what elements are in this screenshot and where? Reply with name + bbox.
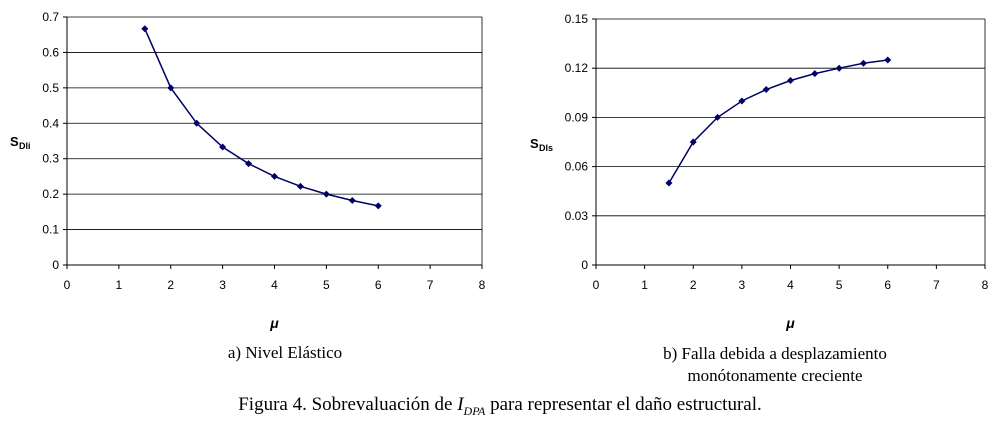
x-tick-label: 4 <box>787 278 794 292</box>
y-axis-label-sub: Dls <box>539 143 553 153</box>
subcaption-b: b) Falla debida a desplazamiento monóton… <box>600 343 950 387</box>
x-tick-label: 3 <box>219 278 226 292</box>
subcaption-a: a) Nivel Elástico <box>227 343 343 362</box>
data-point-marker <box>296 182 304 190</box>
figure-caption-post: para representar el daño estructural. <box>485 394 762 415</box>
subcaption-b-line1: b) Falla debida a desplazamiento <box>663 344 887 363</box>
data-point-marker <box>762 86 770 94</box>
y-tick-label: 0.15 <box>565 12 589 26</box>
y-tick-label: 0.1 <box>42 223 59 237</box>
series-line <box>144 28 379 207</box>
y-tick-label: 0.3 <box>42 152 59 166</box>
data-point-marker <box>322 190 330 198</box>
y-axis-label-sub: Dli <box>19 141 31 151</box>
data-point-marker <box>219 143 227 151</box>
x-tick-label: 5 <box>323 278 330 292</box>
y-tick-label: 0.7 <box>42 10 59 24</box>
chart-b-falla-desplazamiento: 0 0.03 0.06 0.09 0.12 0.15 0 1 2 3 4 5 6 7 8 μ S Dls <box>530 12 989 331</box>
x-tick-label: 8 <box>982 278 989 292</box>
x-tick-label: 6 <box>884 278 891 292</box>
data-point-marker <box>811 70 819 78</box>
x-tick-label: 2 <box>167 278 174 292</box>
data-point-marker <box>859 59 867 67</box>
y-tick-label: 0 <box>52 258 59 272</box>
figure-caption-var-sub: DPA <box>463 403 486 418</box>
y-tick-label: 0.4 <box>42 116 59 130</box>
data-point-marker <box>884 56 892 64</box>
data-point-marker <box>141 25 149 33</box>
x-tick-label: 6 <box>375 278 382 292</box>
figure-caption: Figura 4. Sobrevaluación de IDPA para re… <box>0 394 1000 419</box>
data-point-marker <box>787 77 794 84</box>
x-tick-label: 7 <box>427 278 434 292</box>
x-tick-label: 2 <box>690 278 697 292</box>
x-axis-label: μ <box>785 315 795 331</box>
y-axis-label: S <box>530 136 539 151</box>
data-point-marker <box>245 160 253 168</box>
y-axis-label: S <box>10 134 19 149</box>
y-tick-label: 0 <box>581 258 588 272</box>
x-axis-label: μ <box>269 315 279 331</box>
x-tick-label: 0 <box>64 278 71 292</box>
x-tick-label: 8 <box>479 278 486 292</box>
subcaption-b-line2: monótonamente creciente <box>687 366 863 385</box>
data-point-marker <box>374 202 382 210</box>
x-tick-label: 1 <box>116 278 123 292</box>
y-tick-label: 0.2 <box>42 187 59 201</box>
data-point-marker <box>714 113 722 121</box>
data-point-marker <box>193 119 201 127</box>
x-tick-label: 0 <box>593 278 600 292</box>
series-line <box>668 59 888 184</box>
x-tick-label: 4 <box>271 278 278 292</box>
data-point-marker <box>348 197 356 205</box>
figure-caption-pre: Figura 4. Sobrevaluación de <box>238 394 458 415</box>
y-tick-label: 0.6 <box>42 45 59 59</box>
x-tick-label: 3 <box>739 278 746 292</box>
chart-a-nivel-elastico: 0 0.1 0.2 0.3 0.4 0.5 0.6 0.7 0 1 2 3 4 5 6 7 8 μ S Dli <box>10 10 486 331</box>
y-tick-label: 0.06 <box>565 160 589 174</box>
y-tick-label: 0.12 <box>565 61 589 75</box>
data-point-marker <box>665 179 673 187</box>
data-point-marker <box>835 64 843 72</box>
y-tick-label: 0.09 <box>565 110 589 124</box>
y-tick-label: 0.03 <box>565 209 589 223</box>
x-tick-label: 1 <box>641 278 648 292</box>
data-point-marker <box>271 172 278 180</box>
data-point-marker <box>689 138 697 146</box>
data-point-marker <box>738 97 746 105</box>
x-tick-label: 5 <box>836 278 843 292</box>
data-point-marker <box>167 84 175 92</box>
x-tick-label: 7 <box>933 278 940 292</box>
y-tick-label: 0.5 <box>42 81 59 95</box>
figure-caption-var: I <box>457 394 464 415</box>
